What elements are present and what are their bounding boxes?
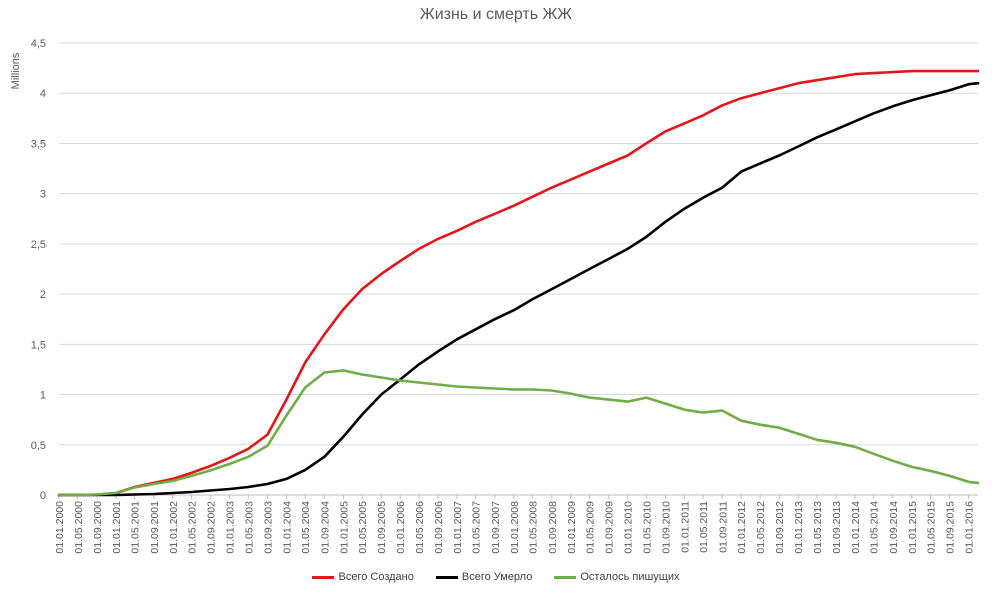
series-line-1: [57, 81, 980, 497]
legend-item-remaining: Осталось пишущих: [554, 571, 680, 583]
x-tick-label: 01.01.2008: [509, 501, 521, 554]
x-tick-label: 01.09.2015: [945, 501, 957, 554]
x-tick-label: 01.09.2004: [319, 501, 331, 554]
x-tick-label: 01.05.2004: [300, 501, 312, 554]
y-tick-label: 2: [40, 289, 46, 301]
y-tick-label: 0: [40, 490, 46, 502]
chart-title: Жизнь и смерть ЖЖ: [419, 6, 573, 23]
x-tick-label: 01.01.2010: [623, 501, 635, 554]
x-tick-label: 01.05.2014: [869, 501, 881, 554]
x-tick-label: 01.09.2012: [774, 501, 786, 554]
x-tick-label: 01.05.2007: [471, 501, 483, 554]
x-tick-label: 01.05.2015: [926, 501, 938, 554]
x-tick-label: 01.09.2000: [92, 501, 104, 554]
x-tick-label: 01.09.2002: [206, 501, 218, 554]
legend-swatch-remaining: [554, 575, 577, 579]
x-tick-label: 01.01.2003: [225, 501, 237, 554]
chart-legend: Всего Создано Всего Умерло Осталось пишу…: [0, 571, 992, 583]
x-tick-label: 01.09.2007: [490, 501, 502, 554]
y-tick-label: 4,5: [31, 38, 46, 50]
x-tick-label: 01.01.2004: [281, 501, 293, 554]
x-tick-label: 01.01.2009: [566, 501, 578, 554]
y-tick-label: 3: [40, 189, 46, 201]
x-tick-label: 01.01.2002: [168, 501, 180, 554]
x-tick-label: 01.09.2013: [831, 501, 843, 554]
y-tick-label: 3,5: [31, 138, 46, 150]
x-tick-label: 01.09.2011: [717, 501, 729, 553]
x-tick-label: 01.09.2001: [149, 501, 161, 554]
y-tick-label: 4: [40, 88, 46, 100]
legend-item-died: Всего Умерло: [435, 571, 533, 583]
x-tick-label: 01.05.2001: [130, 501, 142, 554]
y-tick-label: 2,5: [31, 239, 46, 251]
x-tick-label: 01.01.2012: [736, 501, 748, 554]
x-tick-label: 01.09.2006: [433, 501, 445, 554]
x-tick-label: 01.09.2005: [376, 501, 388, 554]
x-tick-label: 01.05.2010: [641, 501, 653, 554]
legend-swatch-created: [312, 575, 335, 579]
legend-label-created: Всего Создано: [338, 571, 414, 583]
series-line-2: [57, 369, 980, 497]
x-tick-label: 01.05.2009: [584, 501, 596, 554]
x-tick-label: 01.09.2003: [262, 501, 274, 554]
x-tick-label: 01.01.2000: [54, 501, 66, 554]
legend-label-remaining: Осталось пишущих: [580, 571, 680, 583]
x-tick-label: 01.05.2012: [755, 501, 767, 554]
x-tick-label: 01.01.2007: [452, 501, 464, 554]
x-tick-label: 01.05.2006: [414, 501, 426, 554]
x-tick-label: 01.09.2010: [660, 501, 672, 554]
x-tick-label: 01.01.2006: [395, 501, 407, 554]
x-tick-label: 01.05.2011: [698, 501, 710, 553]
x-tick-label: 01.01.2013: [793, 501, 805, 554]
y-tick-label: 1: [40, 390, 46, 402]
x-tick-label: 01.09.2008: [547, 501, 559, 554]
x-tick-label: 01.01.2001: [111, 501, 123, 554]
x-tick-label: 01.01.2005: [338, 501, 350, 554]
x-tick-label: 01.01.2016: [964, 501, 976, 554]
x-tick-label: 01.01.2011: [679, 501, 691, 553]
x-tick-label: 01.05.2003: [243, 501, 255, 554]
x-tick-label: 01.09.2014: [888, 501, 900, 554]
x-tick-label: 01.01.2015: [907, 501, 919, 554]
x-tick-label: 01.05.2002: [186, 501, 198, 554]
x-tick-label: 01.05.2013: [812, 501, 824, 554]
x-tick-label: 01.01.2014: [850, 501, 862, 554]
legend-item-created: Всего Создано: [312, 571, 414, 583]
x-tick-label: 01.05.2000: [73, 501, 85, 554]
x-tick-label: 01.05.2005: [357, 501, 369, 554]
series-line-0: [57, 69, 980, 497]
legend-label-died: Всего Умерло: [461, 571, 533, 583]
y-tick-label: 0,5: [31, 440, 46, 452]
x-tick-label: 01.09.2009: [604, 501, 616, 554]
y-tick-label: 1,5: [31, 339, 46, 351]
x-tick-label: 01.05.2008: [528, 501, 540, 554]
legend-swatch-died: [435, 575, 458, 579]
